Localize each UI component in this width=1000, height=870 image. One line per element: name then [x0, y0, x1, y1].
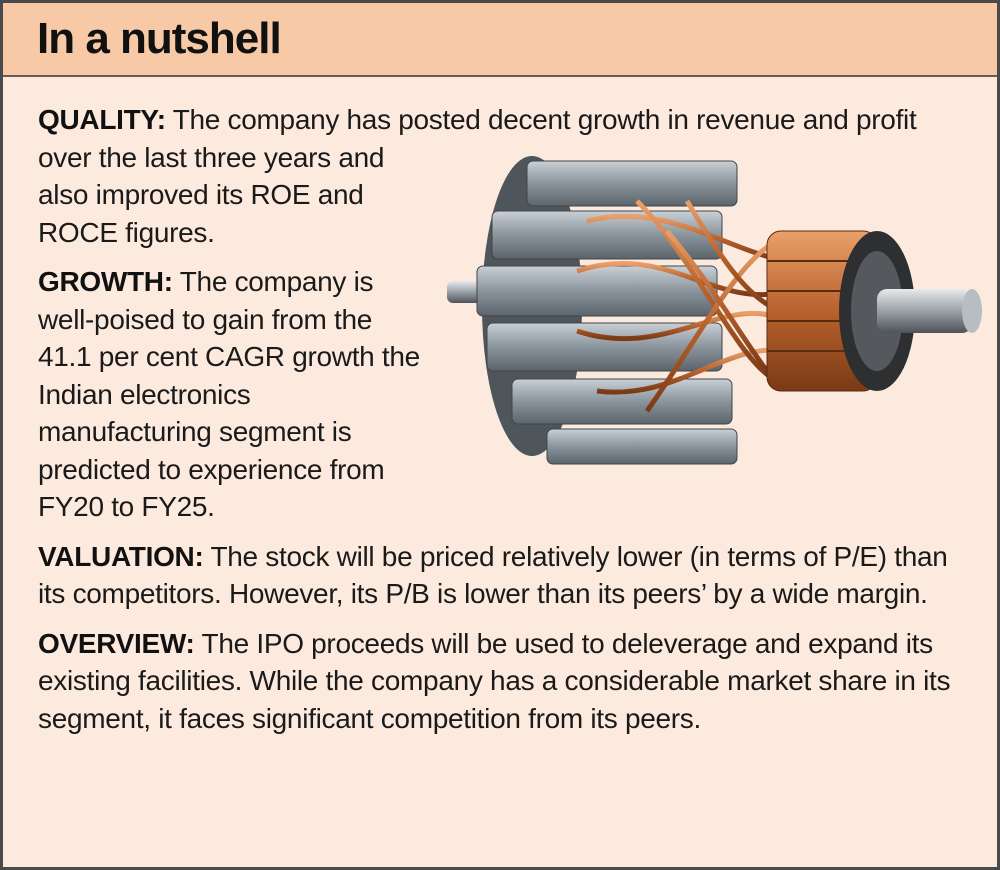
section: QUALITY: The company has posted decent g… [38, 101, 967, 251]
section-text: The company has posted decent growth in … [38, 104, 917, 248]
armature-drawing [447, 156, 982, 465]
header-bar: In a nutshell [3, 3, 997, 77]
section: OVERVIEW: The IPO proceeds will be used … [38, 625, 967, 738]
section-text: The IPO proceeds will be used to delever… [38, 627, 951, 734]
section: VALUATION: The stock will be priced rela… [38, 538, 967, 613]
section-text: The company is well-poised to gain from … [38, 266, 420, 522]
section: GROWTH: The company is well-poised to ga… [38, 263, 817, 526]
armature-illustration [437, 141, 997, 476]
title: In a nutshell [37, 14, 282, 63]
section-label: QUALITY: [38, 104, 166, 135]
section-label: OVERVIEW: [38, 627, 195, 659]
section-label: VALUATION: [38, 540, 204, 572]
content: QUALITY: The company has posted decent g… [3, 77, 997, 737]
section-label: GROWTH: [38, 266, 173, 297]
section-text: The stock will be priced relatively lowe… [38, 540, 948, 610]
